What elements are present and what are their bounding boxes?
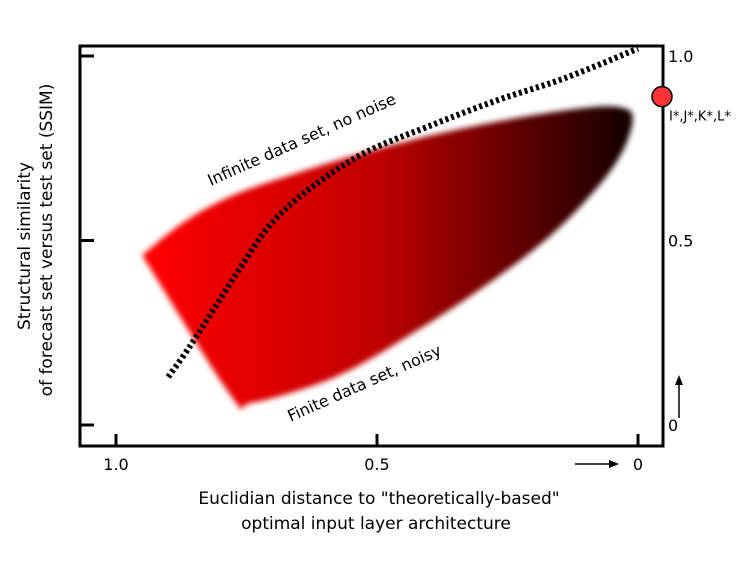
y-direction-arrow	[675, 375, 683, 418]
region-finite-noisy	[142, 106, 633, 410]
curve-infinite-no-noise	[165, 45, 640, 379]
x-tick-label: 1.0	[103, 455, 128, 474]
y-tick-label: 1.0	[668, 47, 693, 66]
optimum-point	[651, 85, 673, 108]
x-axis-title-line1: Euclidian distance to "theoretically-bas…	[198, 489, 559, 509]
x-axis-title-line2: optimal input layer architecture	[241, 514, 511, 534]
plot-frame	[78, 44, 665, 448]
x-tick-label: 0.5	[364, 455, 389, 474]
y-tick-label: 0	[668, 416, 678, 435]
x-direction-arrow	[575, 460, 619, 468]
y-tick-label: 0.5	[668, 232, 693, 251]
x-axis-ticks: 1.0 0.5 0	[103, 434, 643, 474]
x-tick-label: 0	[633, 455, 643, 474]
optimum-label: I*,J*,K*,L*	[669, 110, 731, 125]
y-axis-title-line2: of forecast set versus test set (SSIM)	[37, 84, 57, 397]
y-axis-ticks: 1.0 0.5 0	[80, 47, 693, 435]
y-axis-title-line1: Structural similarity	[15, 162, 35, 330]
